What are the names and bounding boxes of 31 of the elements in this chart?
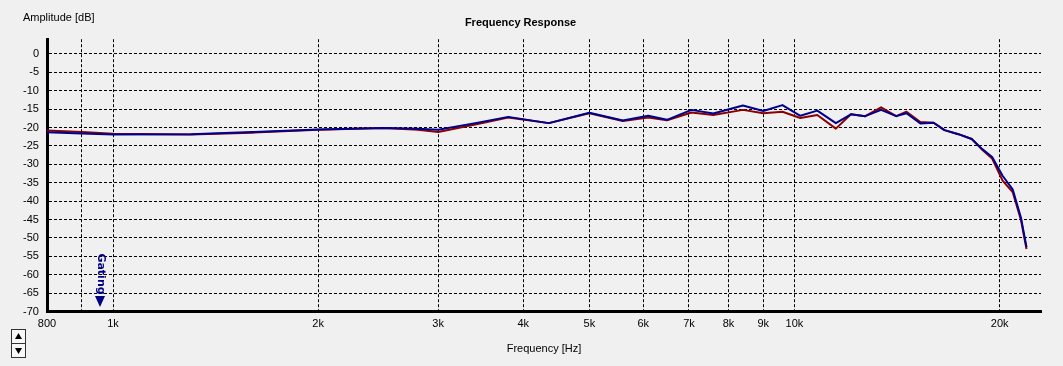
x-tick-label: 4k [517, 317, 530, 330]
y-tick-label: -20 [23, 120, 39, 133]
y-tick-label: -50 [23, 231, 39, 244]
x-tick-label: 1k [107, 317, 120, 330]
x-tick-label: 2k [312, 317, 325, 330]
y-axis-title: Amplitude [dB] [23, 10, 95, 23]
chart-title: Frequency Response [464, 15, 577, 28]
y-tick-label: -5 [29, 65, 39, 78]
y-tick-label: -10 [23, 83, 39, 96]
x-tick-label: 8k [722, 317, 735, 330]
y-tick-label: -45 [23, 212, 39, 225]
y-tick-label: -15 [23, 102, 39, 115]
x-tick-label: 20k [990, 317, 1009, 330]
x-tick-label: 3k [432, 317, 445, 330]
y-tick-label: -70 [23, 304, 39, 317]
y-tick-label: -30 [23, 157, 39, 170]
y-tick-label: -60 [23, 267, 39, 280]
annotation: Gating [95, 253, 109, 295]
x-tick-label: 800 [37, 317, 57, 330]
x-tick-label: 6k [637, 317, 650, 330]
x-tick-label: 9k [757, 317, 770, 330]
y-tick-label: 0 [32, 46, 39, 59]
x-tick-label: 10k [785, 317, 804, 330]
y-tick-label: -65 [23, 286, 39, 299]
y-tick-label: -40 [23, 194, 39, 207]
x-tick-label: 7k [683, 317, 696, 330]
x-axis-title: Frequency [Hz] [506, 342, 582, 355]
y-tick-label: -55 [23, 249, 39, 262]
x-tick-label: 5k [583, 317, 596, 330]
y-tick-label: -35 [23, 175, 39, 188]
y-tick-label: -25 [23, 138, 39, 151]
